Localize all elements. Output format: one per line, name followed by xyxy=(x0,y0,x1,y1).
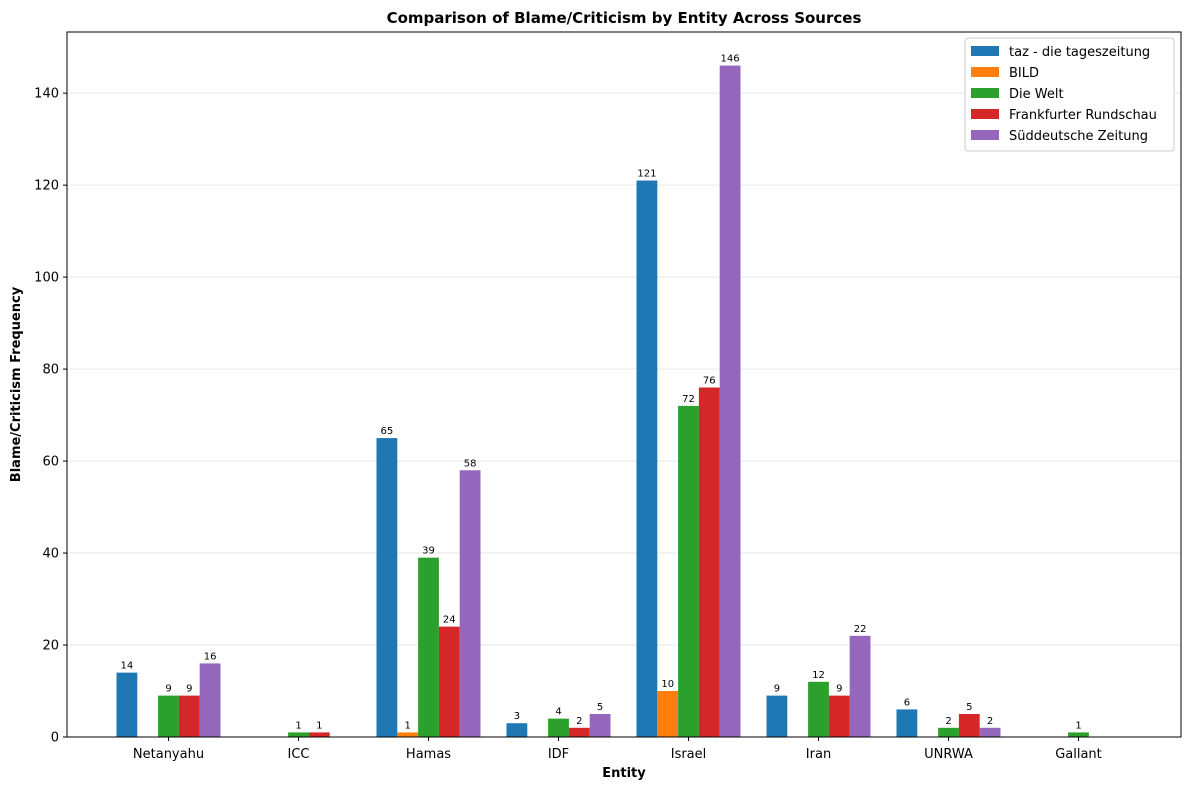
bar xyxy=(506,723,528,737)
y-tick-label: 20 xyxy=(42,639,59,654)
x-tick-label: Netanyahu xyxy=(133,747,204,762)
bar xyxy=(376,438,398,737)
bar xyxy=(766,695,788,737)
legend: taz - die tageszeitung BILD Die Welt Frankf… xyxy=(964,37,1175,152)
bar xyxy=(636,180,658,738)
data-label: 58 xyxy=(464,458,477,469)
bar xyxy=(938,727,959,737)
legend-swatch xyxy=(971,88,999,98)
bar xyxy=(849,635,871,737)
bars xyxy=(116,65,1089,738)
bar xyxy=(979,727,1001,737)
x-tick-label: Hamas xyxy=(406,747,451,762)
y-tick-label: 80 xyxy=(42,363,59,378)
bar xyxy=(116,672,138,737)
legend-swatch xyxy=(971,67,999,77)
data-label: 146 xyxy=(721,54,740,65)
bar xyxy=(958,714,980,737)
legend-box xyxy=(964,37,1175,152)
data-label: 12 xyxy=(812,670,825,681)
bar xyxy=(568,727,590,737)
legend-label: Frankfurter Rundschau xyxy=(1009,108,1157,123)
data-label: 5 xyxy=(597,702,603,713)
gridlines xyxy=(67,92,1181,738)
y-axis-label: Blame/Criticism Frequency xyxy=(9,286,24,482)
legend-label: BILD xyxy=(1009,66,1039,81)
bar xyxy=(698,387,720,737)
bar xyxy=(1068,732,1089,737)
data-label: 9 xyxy=(186,684,192,695)
x-tick-label: IDF xyxy=(548,747,569,762)
legend-swatch xyxy=(971,46,999,56)
data-label: 39 xyxy=(422,546,435,557)
data-label: 1 xyxy=(295,720,301,731)
bar xyxy=(548,718,569,737)
bar xyxy=(657,691,679,737)
bar xyxy=(719,65,741,738)
data-label: 1 xyxy=(1075,720,1081,731)
legend-label: Süddeutsche Zeitung xyxy=(1009,129,1148,144)
data-label: 72 xyxy=(682,394,695,405)
data-label: 14 xyxy=(121,661,134,672)
bar xyxy=(828,695,850,737)
data-label: 3 xyxy=(514,711,520,722)
bar xyxy=(308,732,330,737)
data-label: 22 xyxy=(854,624,867,635)
data-label: 65 xyxy=(381,426,394,437)
chart-title: Comparison of Blame/Criticism by Entity … xyxy=(387,9,862,27)
x-tick-label: ICC xyxy=(288,747,310,762)
bar xyxy=(808,681,829,737)
y-tick-label: 60 xyxy=(42,455,59,470)
data-label: 1 xyxy=(405,720,411,731)
y-tick-label: 100 xyxy=(34,271,59,286)
legend-swatch xyxy=(971,130,999,140)
data-label: 4 xyxy=(555,707,561,718)
y-tick-label: 0 xyxy=(51,731,59,746)
data-label: 9 xyxy=(165,684,171,695)
y-axis: 0 20 40 60 80 100 120 140 xyxy=(34,87,67,746)
bar xyxy=(896,709,918,737)
plot-area xyxy=(66,31,1182,738)
bar xyxy=(158,695,179,737)
data-label: 9 xyxy=(774,684,780,695)
bar xyxy=(397,732,419,737)
data-label: 2 xyxy=(576,716,582,727)
data-label: 2 xyxy=(945,716,951,727)
data-label: 2 xyxy=(987,716,993,727)
legend-swatch xyxy=(971,109,999,119)
x-axis: Netanyahu ICC Hamas IDF Israel Iran UNRWA Galla… xyxy=(133,737,1102,762)
bar xyxy=(178,695,200,737)
data-label: 16 xyxy=(204,651,217,662)
x-axis-label: Entity xyxy=(602,766,646,781)
data-label: 5 xyxy=(966,702,972,713)
bar xyxy=(288,732,309,737)
y-tick-label: 120 xyxy=(34,179,59,194)
data-label: 9 xyxy=(836,684,842,695)
y-tick-label: 40 xyxy=(42,547,59,562)
data-label: 10 xyxy=(661,679,674,690)
bar xyxy=(199,663,221,737)
bar xyxy=(459,470,481,737)
bar xyxy=(418,557,439,737)
x-tick-label: Iran xyxy=(806,747,831,762)
data-label: 121 xyxy=(637,169,656,180)
data-label: 6 xyxy=(904,697,910,708)
x-tick-label: Israel xyxy=(671,747,707,762)
legend-label: Die Welt xyxy=(1009,87,1064,102)
data-label: 24 xyxy=(443,615,456,626)
y-tick-label: 140 xyxy=(34,87,59,102)
bar xyxy=(589,714,611,737)
data-label: 1 xyxy=(316,720,322,731)
bar xyxy=(678,405,699,737)
data-label: 76 xyxy=(703,375,716,386)
bar xyxy=(438,626,460,737)
legend-label: taz - die tageszeitung xyxy=(1009,45,1150,60)
x-tick-label: Gallant xyxy=(1055,747,1102,762)
x-tick-label: UNRWA xyxy=(924,747,973,762)
